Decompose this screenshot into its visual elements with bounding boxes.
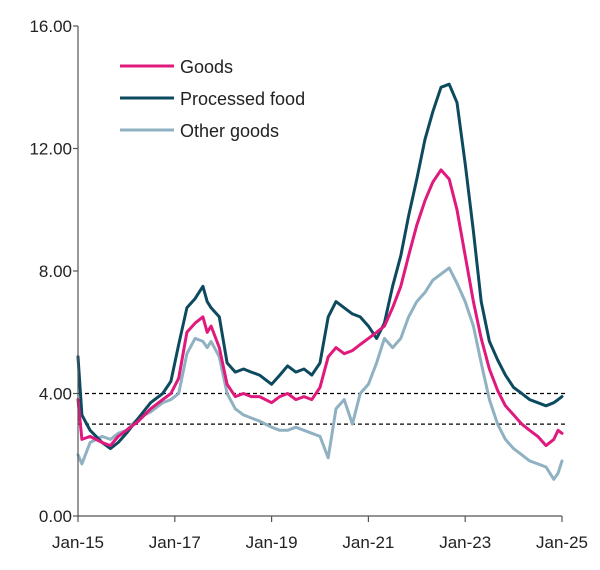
y-tick-label: 12.00 xyxy=(29,140,72,159)
series-line-goods xyxy=(76,168,564,448)
legend-label: Processed food xyxy=(180,89,305,109)
series-line-processed-food xyxy=(76,82,564,451)
legend-label: Other goods xyxy=(180,121,279,141)
y-tick-label: 0.00 xyxy=(39,507,72,526)
legend: Goods Processed food Other goods xyxy=(120,57,305,141)
x-axis-tick-labels: Jan-15 Jan-17 Jan-19 Jan-21 Jan-23 Jan-25 xyxy=(52,516,588,552)
x-tick-label: Jan-25 xyxy=(536,533,588,552)
reference-lines xyxy=(78,392,566,425)
x-tick-label: Jan-17 xyxy=(149,533,201,552)
series-line-other-goods xyxy=(76,266,564,481)
x-tick-label: Jan-19 xyxy=(246,533,298,552)
x-tick-label: Jan-21 xyxy=(342,533,394,552)
y-tick-label: 16.00 xyxy=(29,17,72,36)
y-tick-label: 4.00 xyxy=(39,385,72,404)
y-axis-tick-labels: 0.00 4.00 8.00 12.00 16.00 xyxy=(29,17,78,526)
series-lines xyxy=(76,82,564,481)
x-tick-label: Jan-23 xyxy=(439,533,491,552)
y-tick-label: 8.00 xyxy=(39,262,72,281)
legend-label: Goods xyxy=(180,57,233,77)
x-tick-label: Jan-15 xyxy=(52,533,104,552)
